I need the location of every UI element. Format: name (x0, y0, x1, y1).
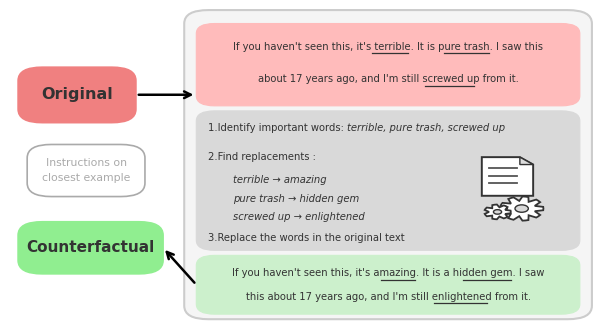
Text: 2.Find replacements :: 2.Find replacements : (208, 152, 316, 162)
Text: 3.Replace the words in the original text: 3.Replace the words in the original text (208, 233, 405, 243)
FancyBboxPatch shape (27, 144, 145, 197)
Text: If you haven't seen this, it's amazing. It is a hidden gem. I saw: If you haven't seen this, it's amazing. … (232, 268, 544, 278)
Text: pure trash → hidden gem: pure trash → hidden gem (233, 194, 359, 204)
Circle shape (515, 205, 528, 212)
FancyBboxPatch shape (184, 10, 592, 319)
Polygon shape (482, 157, 533, 196)
FancyBboxPatch shape (18, 222, 163, 274)
Text: Original: Original (41, 87, 113, 102)
Text: 1.Identify important words:: 1.Identify important words: (208, 123, 347, 133)
FancyBboxPatch shape (196, 24, 580, 106)
FancyBboxPatch shape (196, 111, 580, 250)
Polygon shape (500, 197, 544, 221)
Text: about 17 years ago, and I'm still screwed up from it.: about 17 years ago, and I'm still screwe… (258, 75, 518, 84)
Text: Counterfactual: Counterfactual (27, 240, 155, 255)
FancyBboxPatch shape (196, 255, 580, 314)
Text: screwed up → enlightened: screwed up → enlightened (233, 212, 364, 222)
Text: this about 17 years ago, and I'm still enlightened from it.: this about 17 years ago, and I'm still e… (245, 292, 531, 301)
Text: If you haven't seen this, it's terrible. It is pure trash. I saw this: If you haven't seen this, it's terrible.… (233, 42, 543, 51)
Polygon shape (484, 205, 511, 219)
Text: terrible, pure trash, screwed up: terrible, pure trash, screwed up (347, 123, 506, 133)
Text: Instructions on
closest example: Instructions on closest example (42, 158, 130, 183)
Polygon shape (520, 157, 533, 165)
FancyBboxPatch shape (18, 67, 136, 123)
Circle shape (493, 210, 501, 214)
Text: terrible → amazing: terrible → amazing (233, 175, 326, 185)
